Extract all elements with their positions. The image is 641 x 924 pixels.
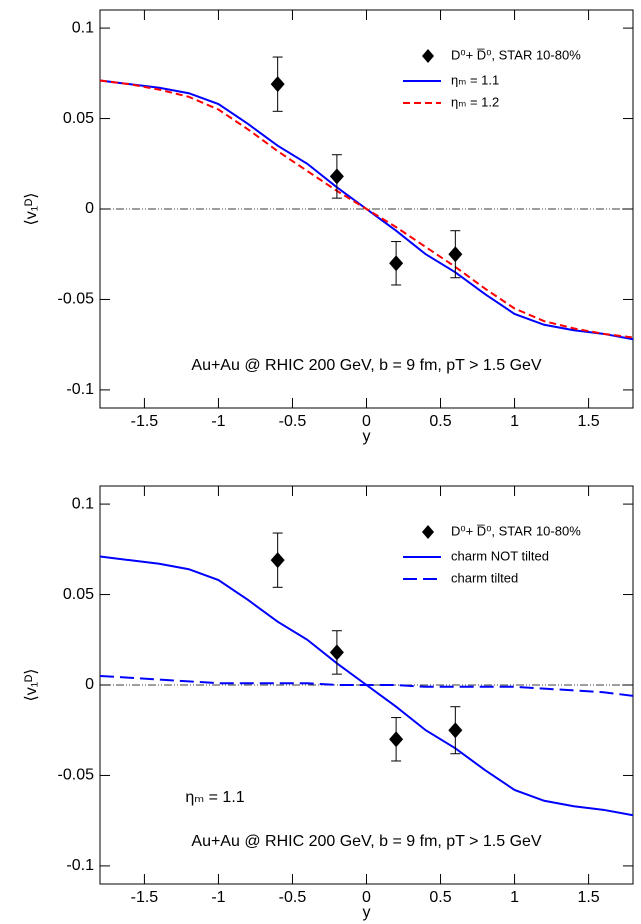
y-axis-label: ⟨v₁ᴰ⟩ — [23, 668, 40, 701]
marker — [329, 168, 344, 185]
legend-marker — [422, 49, 434, 63]
annotation: Au+Au @ RHIC 200 GeV, b = 9 fm, pT > 1.5… — [191, 357, 542, 374]
marker — [389, 255, 404, 272]
legend-label: ηₘ = 1.1 — [451, 72, 499, 87]
legend-marker — [422, 525, 434, 539]
x-tick-label: 0.5 — [429, 889, 451, 906]
legend-label: charm NOT tilted — [451, 548, 549, 563]
x-tick-label: 1.5 — [577, 889, 599, 906]
x-tick-label: -1 — [211, 889, 225, 906]
marker — [448, 246, 463, 263]
y-tick-label: -0.05 — [58, 291, 95, 308]
legend-label: D⁰+ D̅⁰, STAR 10-80% — [451, 47, 581, 62]
x-tick-label: -0.5 — [279, 413, 307, 430]
y-tick-label: -0.1 — [66, 857, 94, 874]
y-tick-label: 0.1 — [72, 495, 94, 512]
y-tick-label: 0 — [85, 200, 94, 217]
x-tick-label: 0.5 — [429, 413, 451, 430]
marker — [270, 76, 285, 93]
line-series — [99, 674, 634, 697]
y-tick-label: 0.1 — [72, 19, 94, 36]
legend-label: D⁰+ D̅⁰, STAR 10-80% — [451, 523, 581, 538]
y-tick-label: -0.1 — [66, 381, 94, 398]
x-tick-label: -0.5 — [279, 889, 307, 906]
marker — [448, 722, 463, 739]
x-tick-label: -1.5 — [131, 413, 159, 430]
x-tick-label: 1 — [510, 889, 519, 906]
x-tick-label: 0 — [362, 413, 371, 430]
x-tick-label: 1 — [510, 413, 519, 430]
marker — [270, 552, 285, 569]
x-tick-label: -1 — [211, 413, 225, 430]
y-tick-label: 0.05 — [63, 110, 94, 127]
y-axis-label: ⟨v₁ᴰ⟩ — [23, 192, 40, 225]
annotation: ηₘ = 1.1 — [185, 789, 244, 806]
line-series — [99, 79, 634, 339]
x-tick-label: 1.5 — [577, 413, 599, 430]
marker — [329, 644, 344, 661]
marker — [389, 731, 404, 748]
x-axis-label: y — [363, 428, 371, 445]
y-tick-label: -0.05 — [58, 767, 95, 784]
x-tick-label: -1.5 — [131, 889, 159, 906]
legend-label: ηₘ = 1.2 — [451, 94, 499, 109]
y-tick-label: 0.05 — [63, 586, 94, 603]
legend-label: charm tilted — [451, 570, 518, 585]
x-axis-label: y — [363, 904, 371, 921]
x-tick-label: 0 — [362, 889, 371, 906]
annotation: Au+Au @ RHIC 200 GeV, b = 9 fm, pT > 1.5… — [191, 833, 542, 850]
y-tick-label: 0 — [85, 676, 94, 693]
